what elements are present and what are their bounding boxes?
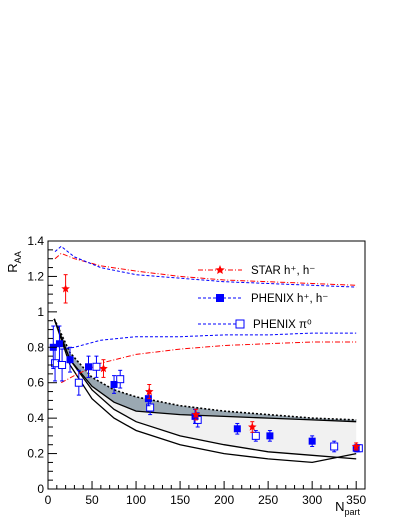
x-tick-label: 350: [346, 493, 366, 507]
dark-band-upper-edge: [53, 318, 357, 421]
legend-entry-star: STAR h⁺, h⁻: [198, 265, 315, 277]
star-point: [191, 410, 201, 419]
legend-entry-phenix-charged: PHENIX h⁺, h⁻: [198, 293, 328, 305]
y-tick-label: 0.6: [27, 376, 44, 390]
phenix-pi0-point: [146, 403, 155, 412]
legend-filled-square-icon: [216, 294, 224, 302]
y-tick-label: 0.4: [27, 411, 44, 425]
x-tick-label: 250: [258, 493, 278, 507]
legend-label-star: STAR h⁺, h⁻: [251, 265, 315, 277]
blue-dashed-curve: [61, 332, 357, 350]
red-dashdot-curve: [54, 252, 357, 286]
y-tick-label: 1.2: [27, 269, 44, 283]
axis-ticks: [47, 240, 357, 490]
x-tick-label: 0: [45, 493, 52, 507]
dark-band: [54, 318, 357, 422]
y-axis-title-sub: AA: [13, 251, 23, 263]
star-point: [145, 387, 154, 396]
light-band: [54, 318, 357, 459]
star-point: [351, 442, 361, 451]
phenix-charged-point: [110, 380, 118, 388]
star-point: [99, 364, 108, 373]
star-point: [61, 284, 70, 293]
x-tick-label: 150: [170, 493, 190, 507]
y-tick-label: 1: [37, 305, 44, 319]
phenix-pi0-point: [251, 431, 260, 440]
phenix-charged-point: [66, 356, 74, 364]
x-axis-title: Npart: [335, 499, 360, 517]
blue-dashed-curve: [54, 245, 357, 288]
x-tick-label: 200: [214, 493, 234, 507]
phenix-pi0-point: [74, 378, 83, 387]
x-tick-label: 100: [126, 493, 146, 507]
phenix-charged-point: [233, 425, 241, 433]
y-tick-label: 0: [37, 482, 44, 496]
red-dashdot-curve: [60, 341, 357, 384]
y-tick-label: 1.4: [27, 234, 44, 248]
star-point: [248, 422, 257, 431]
legend-label-phenix-pi0: PHENIX π⁰: [253, 319, 312, 331]
legend-entry-phenix-pi0: PHENIX π⁰: [198, 319, 312, 331]
x-axis-title-main: N: [335, 499, 344, 514]
y-axis-title-main: R: [5, 263, 20, 272]
x-tick-label: 50: [85, 493, 99, 507]
x-tick-label: 300: [302, 493, 322, 507]
light-band-lower-edge: [53, 318, 357, 460]
phenix-pi0-point: [330, 442, 339, 451]
y-axis-title: RAA: [5, 251, 23, 272]
legend-label-phenix-charged: PHENIX h⁺, h⁻: [251, 293, 328, 305]
legend-star-icon: [215, 265, 225, 274]
phenix-pi0-point: [51, 359, 60, 368]
phenix-charged-point: [85, 363, 93, 371]
legend: STAR h⁺, h⁻ PHENIX h⁺, h⁻ PHENIX π⁰: [198, 265, 328, 331]
axis-tick-labels: 0 50 100 150 200 250 300 350 0 0.2 0.4 0.6 0.8 1 1.2 1.…: [27, 234, 366, 507]
phenix-pi0-point: [58, 361, 67, 369]
x-axis-title-sub: part: [344, 507, 360, 517]
legend-open-square-icon: [235, 319, 245, 329]
y-tick-label: 0.8: [27, 340, 44, 354]
phenix-charged-point: [308, 437, 316, 445]
phenix-charged-point: [55, 340, 63, 348]
phenix-pi0-point: [92, 362, 101, 371]
y-tick-label: 0.2: [27, 447, 44, 461]
phenix-charged-point: [266, 432, 274, 440]
phenix-pi0-point: [116, 375, 125, 384]
